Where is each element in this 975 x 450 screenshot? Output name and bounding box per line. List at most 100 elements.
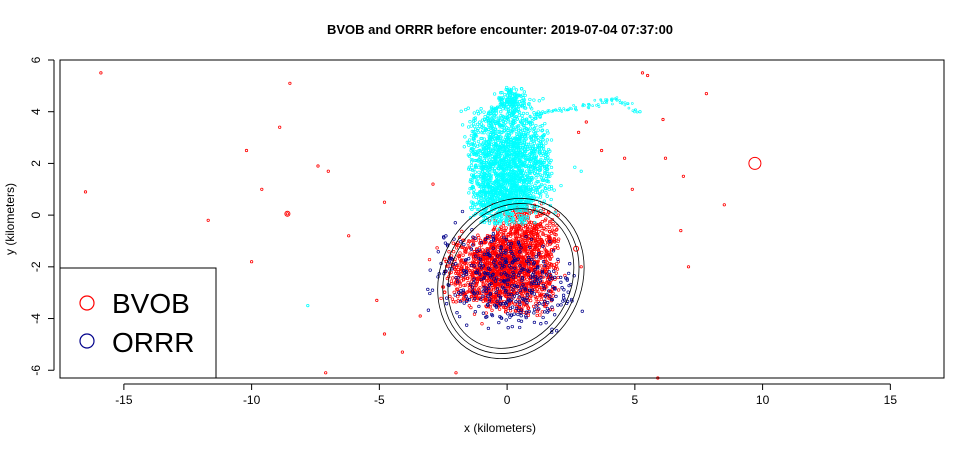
data-point	[524, 310, 529, 314]
data-point	[534, 137, 538, 141]
trail-point	[626, 102, 630, 105]
trail-point	[605, 98, 609, 101]
data-point	[467, 191, 471, 195]
data-point	[469, 247, 474, 251]
data-point	[478, 251, 482, 255]
y-tick-label: -4	[29, 313, 43, 324]
data-point	[477, 304, 481, 309]
data-point	[452, 290, 456, 294]
data-point	[520, 176, 525, 180]
data-point	[444, 234, 448, 238]
data-point	[529, 237, 534, 242]
data-point	[458, 284, 462, 288]
data-point	[501, 302, 505, 306]
data-point	[470, 289, 475, 293]
data-point	[472, 292, 476, 296]
data-point	[526, 306, 531, 310]
data-point	[455, 243, 459, 247]
data-point	[483, 237, 488, 242]
data-point	[506, 128, 510, 133]
data-point	[517, 164, 521, 169]
data-point	[375, 298, 379, 302]
data-point	[523, 106, 527, 110]
data-point	[481, 264, 485, 268]
data-point	[511, 120, 515, 124]
data-point	[534, 186, 538, 190]
data-point	[498, 295, 503, 300]
data-point	[447, 260, 452, 264]
data-point	[504, 87, 508, 92]
data-point	[548, 294, 552, 298]
data-point	[516, 226, 520, 231]
data-point	[494, 121, 498, 125]
data-point	[481, 124, 485, 128]
data-point	[493, 263, 497, 267]
data-point	[529, 136, 534, 141]
data-point	[508, 97, 512, 101]
data-point	[498, 160, 502, 164]
data-point	[513, 257, 517, 261]
legend-marker-bvob	[79, 295, 95, 311]
data-point	[544, 273, 549, 277]
data-point	[553, 210, 557, 215]
data-point	[505, 282, 510, 287]
data-point	[471, 285, 475, 289]
data-point	[457, 263, 461, 267]
data-point	[509, 196, 513, 201]
y-tick-label: 6	[29, 56, 43, 63]
data-point	[463, 258, 468, 262]
data-point	[541, 189, 545, 193]
data-point	[481, 276, 486, 281]
data-point	[520, 273, 524, 277]
data-point	[517, 104, 521, 108]
data-point	[529, 200, 533, 204]
data-point	[539, 297, 544, 302]
data-point	[518, 208, 523, 213]
data-point	[488, 146, 492, 151]
data-point	[509, 293, 514, 297]
data-point	[493, 279, 498, 283]
data-point	[491, 198, 495, 202]
data-point	[515, 204, 519, 208]
trail-point	[551, 109, 555, 113]
data-point	[534, 176, 538, 180]
data-point	[463, 283, 468, 287]
data-point	[474, 252, 478, 256]
data-point	[535, 296, 539, 300]
data-point	[492, 92, 497, 96]
data-point	[530, 165, 534, 169]
data-point	[466, 241, 470, 246]
data-point	[488, 118, 493, 122]
data-point	[479, 196, 483, 200]
data-point	[498, 265, 502, 270]
data-point	[487, 127, 491, 131]
data-point	[522, 140, 527, 144]
data-point	[519, 314, 523, 318]
data-point	[462, 238, 466, 242]
data-point	[502, 250, 506, 255]
x-tick-label: 0	[504, 393, 511, 407]
data-point	[443, 257, 447, 261]
data-point	[473, 133, 477, 137]
data-point	[539, 242, 543, 246]
data-point	[550, 327, 554, 331]
data-point	[490, 214, 495, 218]
data-point	[482, 194, 486, 199]
data-point	[488, 277, 492, 281]
data-point	[537, 168, 541, 173]
data-point	[520, 87, 524, 91]
data-point	[475, 249, 479, 253]
data-point	[515, 142, 519, 146]
trail-point	[562, 107, 566, 110]
data-point	[518, 218, 523, 222]
data-point	[477, 253, 481, 258]
data-point	[461, 263, 465, 267]
data-point	[539, 175, 544, 180]
data-point	[507, 172, 512, 176]
data-point	[504, 260, 509, 265]
data-point	[499, 246, 503, 250]
data-point	[511, 122, 515, 126]
data-point	[479, 107, 483, 111]
data-point	[502, 221, 506, 225]
data-point	[488, 165, 492, 170]
